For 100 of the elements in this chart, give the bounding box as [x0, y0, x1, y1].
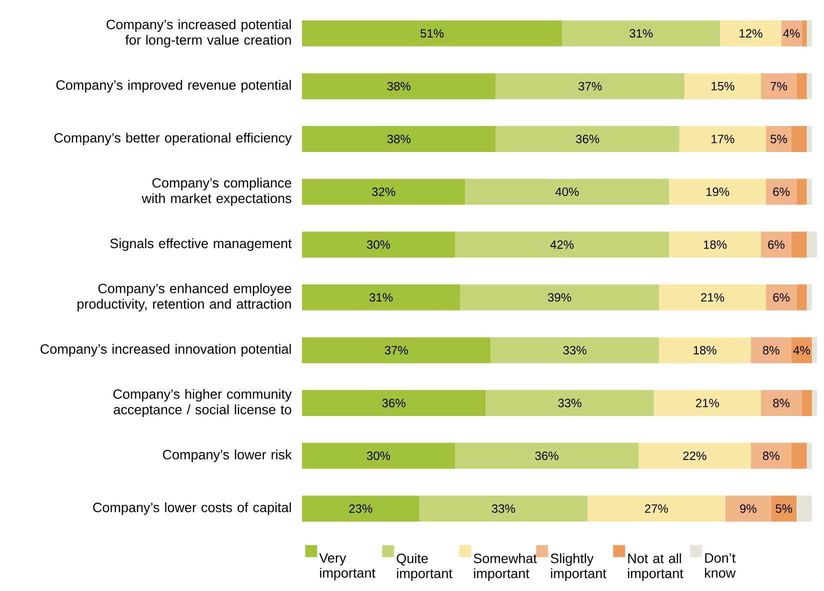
data-label: 36%	[382, 398, 406, 408]
bar	[796, 496, 812, 522]
data-label: 27%	[644, 504, 668, 513]
bar	[302, 284, 460, 310]
bar	[562, 20, 720, 46]
bar	[806, 126, 812, 152]
bar	[725, 496, 772, 522]
y-tick-label: Company’s lower risk	[162, 450, 292, 462]
bar	[750, 442, 792, 469]
bar	[486, 390, 654, 416]
bar	[806, 73, 812, 100]
data-label: 8%	[762, 452, 780, 460]
bar	[679, 126, 766, 152]
bar	[806, 232, 818, 258]
data-label: 4%	[783, 29, 800, 38]
data-label: 33%	[558, 398, 582, 408]
y-tick-label: Company’s increased potential for long-term value creation	[106, 19, 291, 48]
y-tick-label: Company’s lower costs of capital	[93, 502, 291, 515]
bar	[792, 232, 807, 258]
bar	[658, 337, 751, 364]
bar	[792, 442, 807, 469]
bar	[812, 337, 818, 364]
bar	[806, 284, 812, 310]
data-label: 18%	[694, 346, 716, 354]
legend-label: Quite important	[396, 553, 452, 581]
y-tick-label: Company’s increased innovation potential	[40, 344, 291, 356]
bar	[302, 496, 420, 522]
bar	[796, 178, 807, 205]
data-label: 37%	[578, 82, 602, 90]
data-label: 42%	[550, 240, 574, 249]
data-label: 19%	[706, 188, 730, 196]
bar	[302, 178, 466, 205]
bar	[720, 20, 782, 46]
bar	[802, 390, 812, 416]
bar	[465, 178, 670, 205]
data-label: 31%	[369, 293, 393, 302]
bar	[806, 20, 812, 46]
bar	[658, 284, 766, 310]
bar	[766, 178, 797, 205]
data-label: 8%	[762, 346, 780, 354]
data-label: 6%	[773, 188, 790, 196]
bar	[302, 442, 455, 469]
y-tick-label: Company’s compliance with market expectations	[142, 178, 292, 206]
bar	[771, 496, 797, 522]
data-label: 40%	[555, 188, 579, 196]
data-label: 8%	[773, 398, 790, 408]
data-label: 21%	[696, 398, 719, 408]
data-label: 7%	[770, 82, 788, 90]
data-label: 5%	[776, 504, 792, 513]
bar	[781, 20, 802, 46]
data-label: 18%	[704, 240, 727, 249]
bar	[806, 178, 812, 205]
bar	[760, 390, 802, 416]
bar	[496, 73, 684, 100]
bar	[669, 178, 766, 205]
bar	[792, 126, 807, 152]
bar	[796, 73, 807, 100]
bar	[760, 232, 792, 258]
data-label: 15%	[712, 82, 734, 90]
bar	[460, 284, 659, 310]
data-label: 36%	[535, 452, 558, 460]
bar	[806, 442, 812, 469]
bar	[588, 496, 726, 522]
data-label: 38%	[387, 82, 410, 90]
data-label: 21%	[701, 293, 724, 302]
bar	[302, 20, 562, 46]
y-tick-label: Company’s better operational efficiency	[54, 132, 292, 146]
bar	[760, 73, 797, 100]
bar	[654, 390, 761, 416]
bar	[454, 442, 639, 469]
bar	[750, 337, 792, 364]
y-tick-label: Signals effective management	[110, 238, 292, 251]
bar	[812, 390, 818, 416]
data-label: 30%	[366, 240, 390, 249]
legend-label: Somewhat important	[474, 553, 537, 581]
bar	[496, 126, 680, 152]
data-label: 38%	[387, 134, 410, 144]
data-label: 39%	[548, 293, 572, 302]
legend-label: Don’t know	[705, 553, 736, 578]
bar	[302, 73, 496, 100]
data-label: 33%	[563, 346, 586, 354]
data-label: 36%	[576, 134, 600, 144]
data-label: 12%	[740, 29, 762, 38]
bar	[766, 126, 792, 152]
data-label: 4%	[793, 346, 810, 354]
bar	[302, 390, 486, 416]
bar	[454, 232, 670, 258]
data-label: 9%	[740, 504, 756, 513]
bar	[419, 496, 588, 522]
data-label: 37%	[384, 346, 408, 354]
legend-label: Slightly important	[550, 553, 606, 581]
data-label: 6%	[768, 240, 784, 249]
y-tick-label: Company’s higher community acceptance / social license to	[113, 388, 292, 418]
bar	[796, 284, 807, 310]
bar	[302, 126, 496, 152]
data-label: 30%	[366, 452, 390, 460]
legend-label: Not at all important	[628, 553, 684, 581]
bar	[302, 337, 491, 364]
data-label: 51%	[420, 29, 444, 38]
data-label: 17%	[712, 134, 734, 144]
